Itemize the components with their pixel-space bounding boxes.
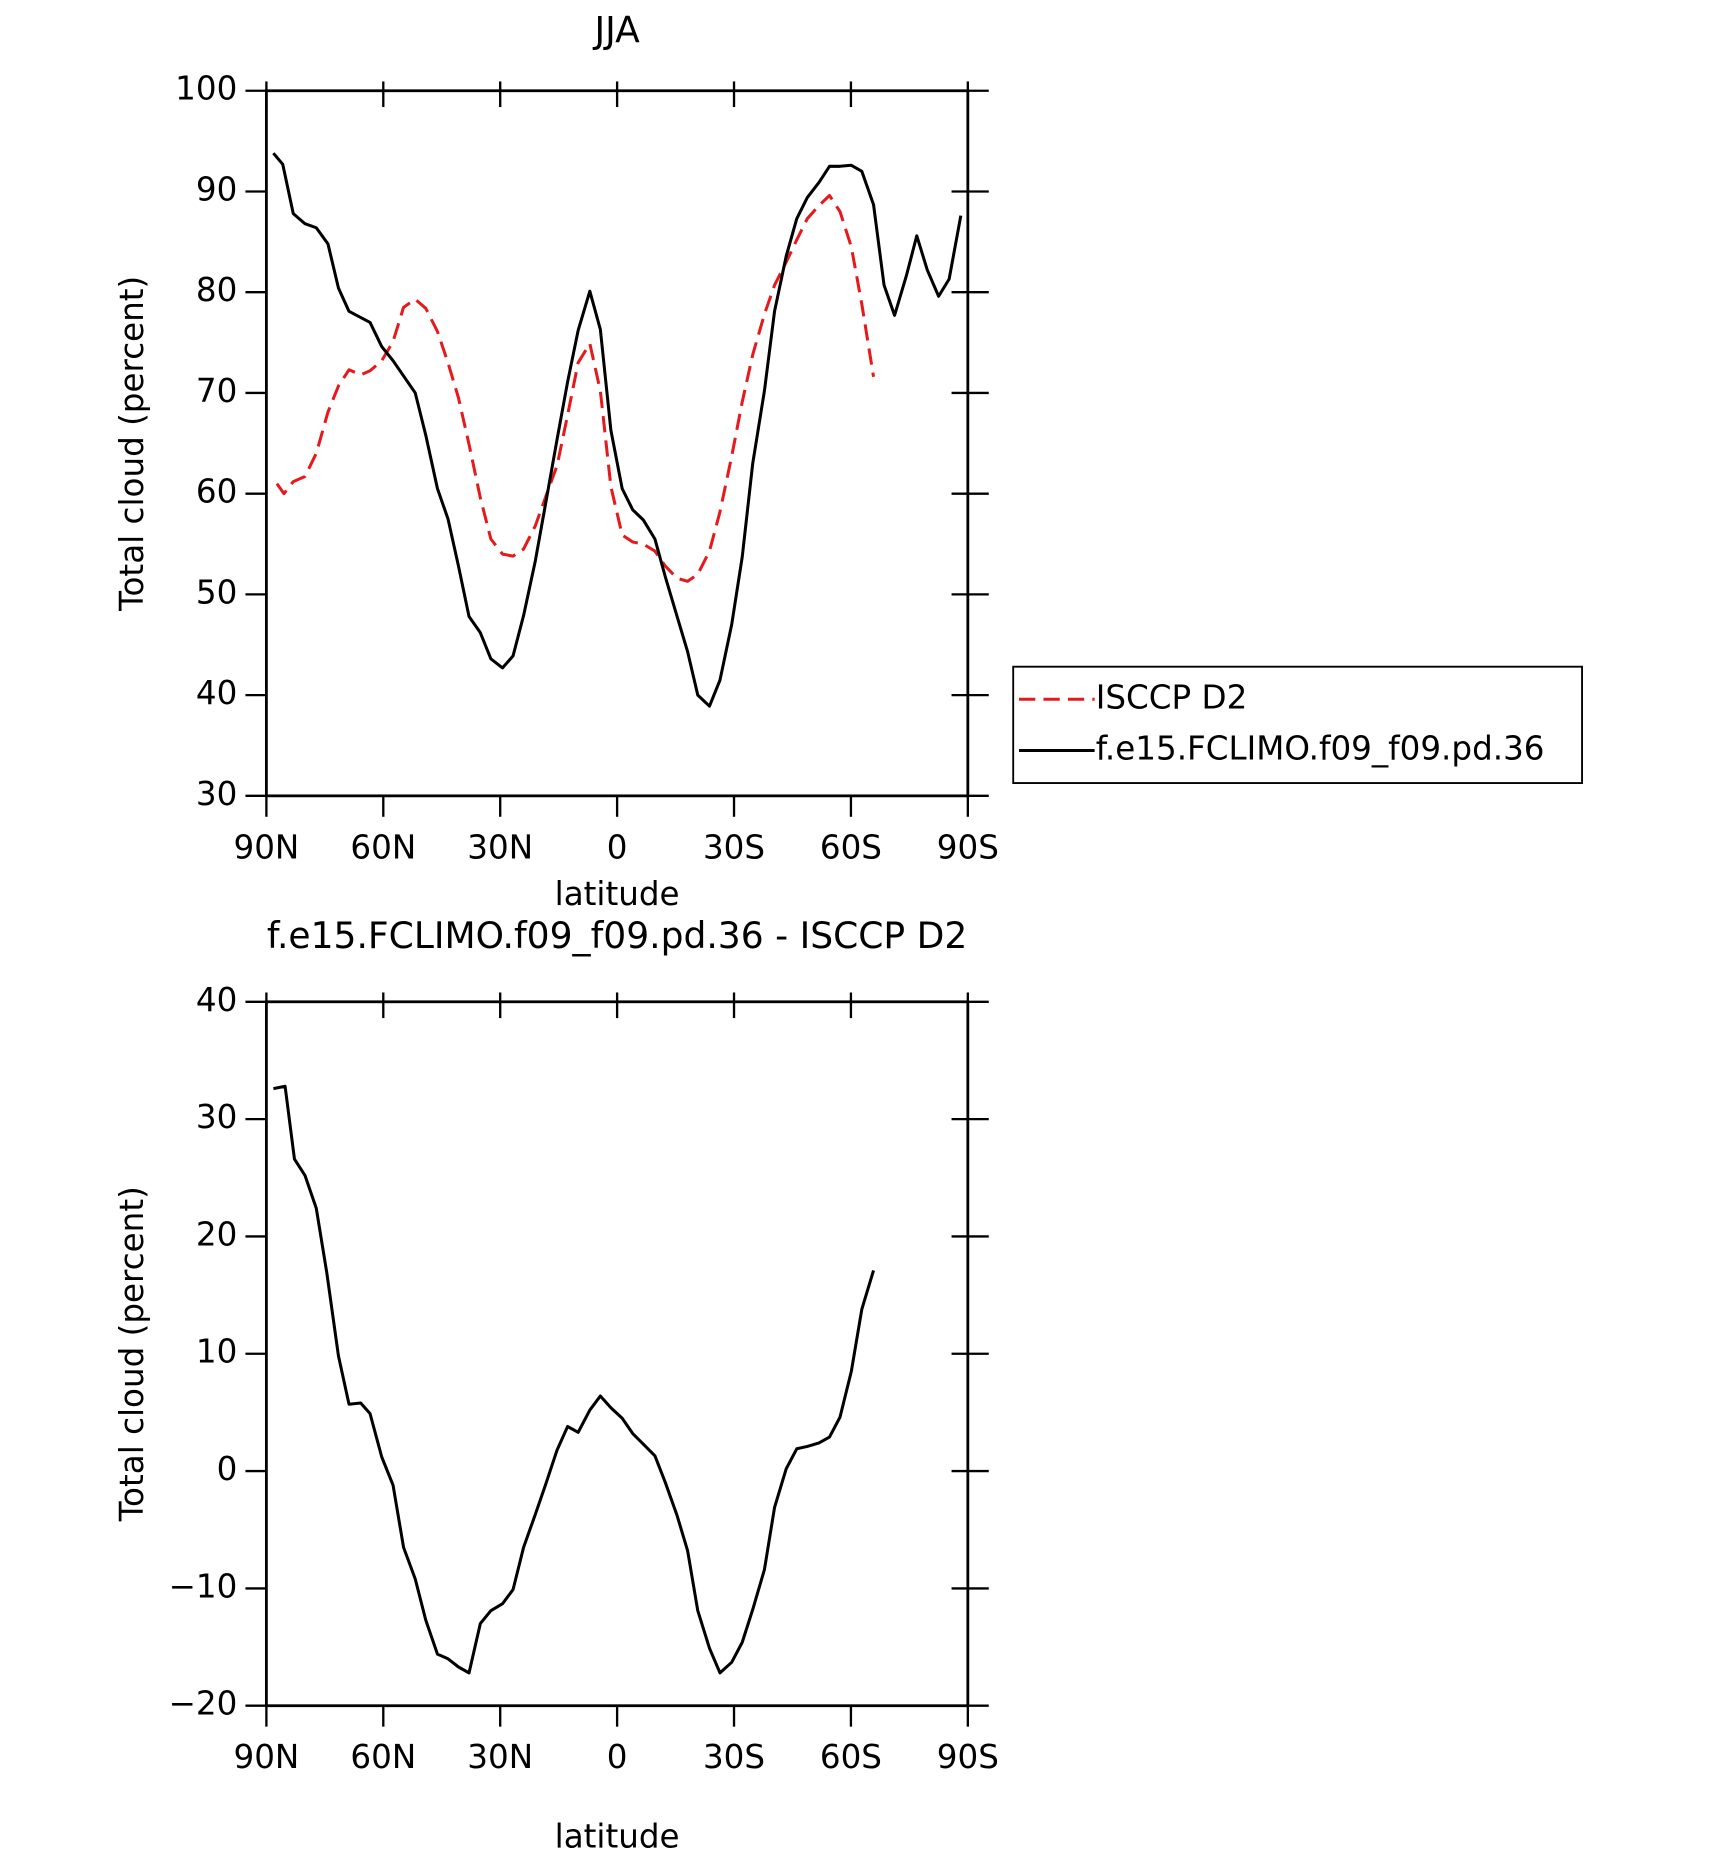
y-tick-label: 70 [196,372,237,410]
legend-box [1012,665,1583,784]
plot-frame [264,1000,970,1708]
y-tick-label: 50 [196,573,237,611]
y-tick-label: 30 [196,775,237,813]
y-tick-label: 20 [196,1215,237,1253]
y-axis-label: Total cloud (percent) [113,276,151,612]
y-tick-label: 60 [196,473,237,511]
x-tick-label: 30S [703,1738,765,1776]
x-tick-label: 60N [350,828,416,866]
x-tick-label: 0 [607,828,628,866]
data-line [273,1084,875,1675]
y-tick-label: 10 [196,1333,237,1371]
x-tick-label: 60S [820,1738,882,1776]
x-tick-label: 30S [703,828,765,866]
y-tick-label: 40 [196,674,237,712]
y-tick-label: 80 [196,271,237,309]
x-tick-label: 90S [937,1738,999,1776]
chart-title: JJA [592,10,640,52]
y-tick-label: 30 [196,1098,237,1136]
x-tick-label: 90S [937,828,999,866]
x-tick-label: 30N [467,1738,533,1776]
y-tick-label: −10 [169,1567,238,1605]
x-tick-label: 90N [233,1738,299,1776]
data-line [275,193,876,583]
y-tick-label: 100 [175,70,237,108]
y-tick-label: 0 [217,1450,238,1488]
y-axis-label: Total cloud (percent) [113,1186,151,1522]
x-tick-label: 30N [467,828,533,866]
legend-label: ISCCP D2 [1096,678,1248,716]
y-tick-label: 40 [196,981,237,1019]
x-tick-label: 90N [233,828,299,866]
x-axis-label: latitude [555,1817,680,1850]
data-line [272,152,963,708]
x-tick-label: 0 [607,1738,628,1776]
y-tick-label: 90 [196,170,237,208]
x-tick-label: 60S [820,828,882,866]
x-axis-label: latitude [555,875,680,913]
plot-frame [264,89,970,798]
x-tick-label: 60N [350,1738,416,1776]
y-tick-label: −20 [169,1685,238,1723]
legend-label: f.e15.FCLIMO.f09_f09.pd.36 [1096,729,1545,767]
chart-title: f.e15.FCLIMO.f09_f09.pd.36 - ISCCP D2 [267,915,967,957]
